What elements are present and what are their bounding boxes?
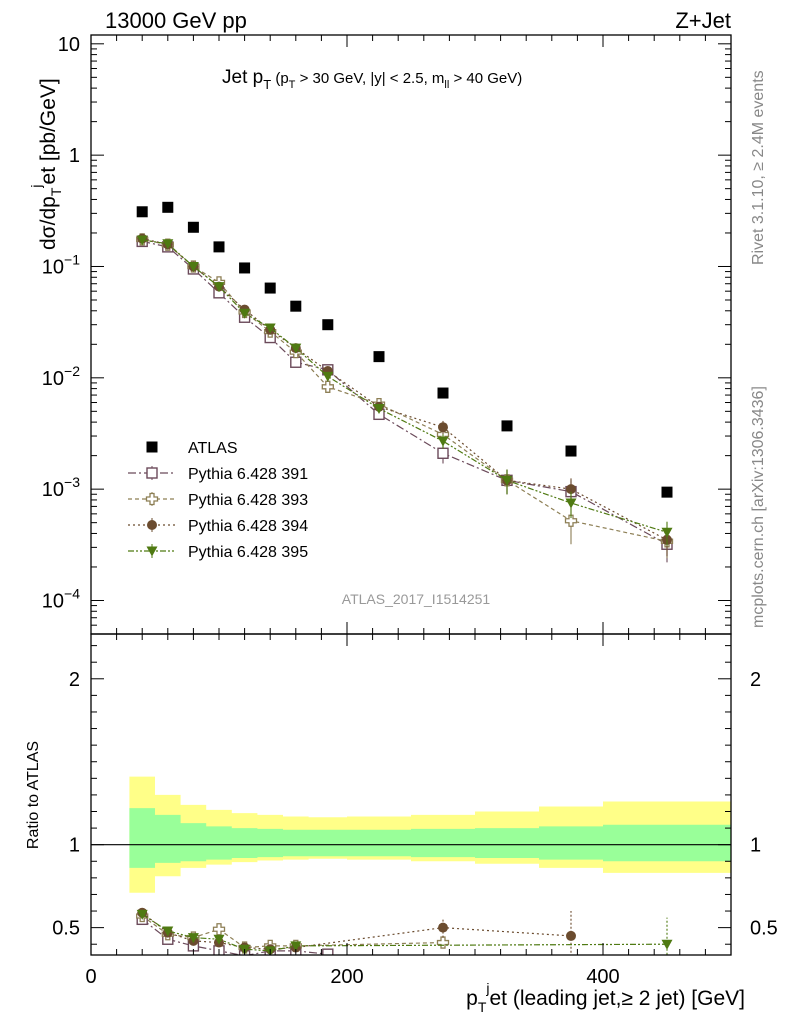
ratio-uncertainty-bands [129,776,731,893]
main-plot-series [136,201,674,563]
data-point-data [661,486,673,498]
legend-entry-s395: Pythia 6.428 395 [128,544,308,561]
plot-title: Jet pT (pT > 30 GeV, |y| < 2.5, mll > 40… [222,67,522,92]
legend-label-data: ATLAS [188,440,238,457]
data-point-data [290,300,302,312]
ratio-series-s394 [137,907,576,955]
legend-label-s395: Pythia 6.428 395 [188,544,308,561]
data-point-s395 [136,235,148,246]
ratio-point-s393 [436,936,450,949]
x-tick-label: 0 [85,966,96,988]
data-point-s395 [565,498,577,509]
ratio-series-s395 [136,909,673,955]
legend-marker-s394 [147,520,157,530]
x-tick-label: 400 [586,966,619,988]
data-point-s395 [290,343,302,354]
data-point-data [322,319,334,331]
y-tick-label: 10−2 [42,363,80,390]
x-axis-label: pTjet (leading jet,≥ 2 jet) [GeV] [466,980,745,1015]
data-point-s394 [438,422,448,433]
inner-band [129,808,731,868]
data-point-data [213,241,225,253]
rivet-label: Rivet 3.1.10, ≥ 2.4M events [750,70,767,265]
ratio-line-s395 [141,913,668,952]
ratio-y-axis-label: Ratio to ATLAS [25,741,42,849]
legend-marker-s395 [146,546,158,557]
data-point-s395 [239,308,251,319]
data-point-data [437,387,449,399]
legend-entry-s391: Pythia 6.428 391 [128,466,308,483]
ratio-point-s393 [212,923,226,936]
data-point-s393 [564,514,578,527]
data-point-s391 [290,356,302,368]
data-point-s394 [566,484,576,495]
data-point-data [565,445,577,457]
data-point-s393 [321,380,334,393]
y-tick-label: 10 [58,34,80,56]
legend-label-s393: Pythia 6.428 393 [188,492,308,509]
y-tick-label: 1 [69,145,80,167]
legend-marker-data [146,441,158,453]
legend: ATLAS Pythia 6.428 391 Pythia 6.428 393 Pyt… [128,440,308,561]
ratio-y-tick-label-right: 2 [750,669,761,691]
legend-marker-s391 [146,467,158,479]
ratio-line-s394 [141,912,572,950]
ratio-y-tick-label-left: 1 [69,835,80,857]
data-point-data [136,206,148,218]
y-tick-label: 10−3 [42,474,80,501]
ratio-point-s395 [136,909,148,920]
data-point-s395 [437,436,449,447]
data-point-data [373,351,385,363]
legend-entry-s393: Pythia 6.428 393 [128,492,308,509]
data-point-s395 [162,239,174,250]
legend-entry-s394: Pythia 6.428 394 [128,518,308,535]
ratio-point-s395 [162,926,174,937]
ratio-point-s391 [322,948,334,955]
analysis-tag: ATLAS_2017_I1514251 [342,591,491,607]
ratio-point-s395 [213,934,225,945]
ratio-y-tick-label-left: 2 [69,669,80,691]
header-left: 13000 GeV pp [105,8,247,33]
legend-marker-s393 [145,492,159,506]
ratio-y-tick-label-right: 0.5 [750,918,778,940]
ratio-plot-series [136,907,673,955]
ratio-point-s395 [290,941,302,952]
data-point-data [187,221,199,233]
data-point-s395 [661,527,673,538]
y-tick-label: 10−1 [42,251,80,278]
mcplots-label: mcplots.cern.ch [arXiv:1306.3436] [750,386,767,628]
ratio-y-tick-label-right: 1 [750,835,761,857]
data-point-s395 [213,282,225,293]
data-point-data [239,262,251,274]
data-point-s395 [264,323,276,334]
ratio-point-s394 [438,922,448,933]
y-tick-label: 10−4 [42,585,80,612]
main-y-axis-label: dσ/dpTjet [pb/GeV] [28,78,64,250]
legend-label-s391: Pythia 6.428 391 [188,466,308,483]
data-point-s391 [437,447,449,459]
data-point-data [501,420,513,432]
header-right: Z+Jet [675,8,731,33]
legend-label-s394: Pythia 6.428 394 [188,518,308,535]
data-point-s395 [501,475,513,486]
ratio-point-s395 [187,933,199,944]
axes-ticks: 0 200 400 10−4 10−3 10−2 10−1 1 10 0.5 0.5 1 1 2 2 [42,34,778,988]
series-s395 [136,235,673,546]
data-point-data [162,201,174,213]
ratio-plot-frame [90,633,732,956]
legend-entry-data: ATLAS [146,440,238,457]
x-tick-label: 200 [330,966,363,988]
ratio-point-s395 [661,939,673,950]
series-data [136,201,673,498]
data-point-s395 [322,371,334,382]
ratio-point-s394 [566,930,576,941]
ratio-y-tick-label-left: 0.5 [52,918,80,940]
data-point-s395 [187,261,199,272]
main-plot-frame [90,34,732,635]
data-point-s395 [373,404,385,415]
data-point-data [264,282,276,294]
